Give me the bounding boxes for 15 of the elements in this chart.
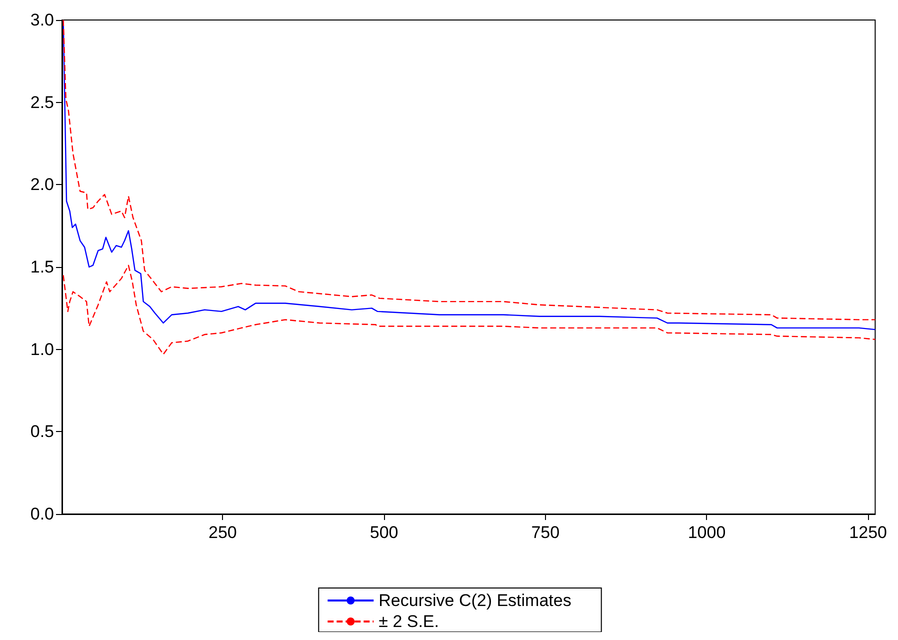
x-tick-label: 1000 (688, 523, 726, 542)
y-tick-label: 2.0 (30, 175, 54, 194)
y-tick-label: 2.5 (30, 92, 54, 112)
y-tick-label: 3.0 (30, 10, 54, 30)
legend-label: ± 2 S.E. (378, 612, 440, 631)
line-series (62, 264, 876, 355)
y-tick-label: 0.0 (30, 504, 54, 524)
x-tick-label: 750 (531, 523, 560, 542)
x-tick-label: 250 (208, 523, 237, 542)
y-tick-label: 1.5 (30, 258, 54, 276)
legend-label: Recursive C(2) Estimates (378, 591, 572, 610)
x-tick-label: 500 (370, 523, 398, 542)
y-tick-label: 1.0 (30, 340, 54, 359)
x-tick-label: 1250 (849, 523, 888, 542)
y-tick-label: 0.5 (30, 422, 54, 442)
